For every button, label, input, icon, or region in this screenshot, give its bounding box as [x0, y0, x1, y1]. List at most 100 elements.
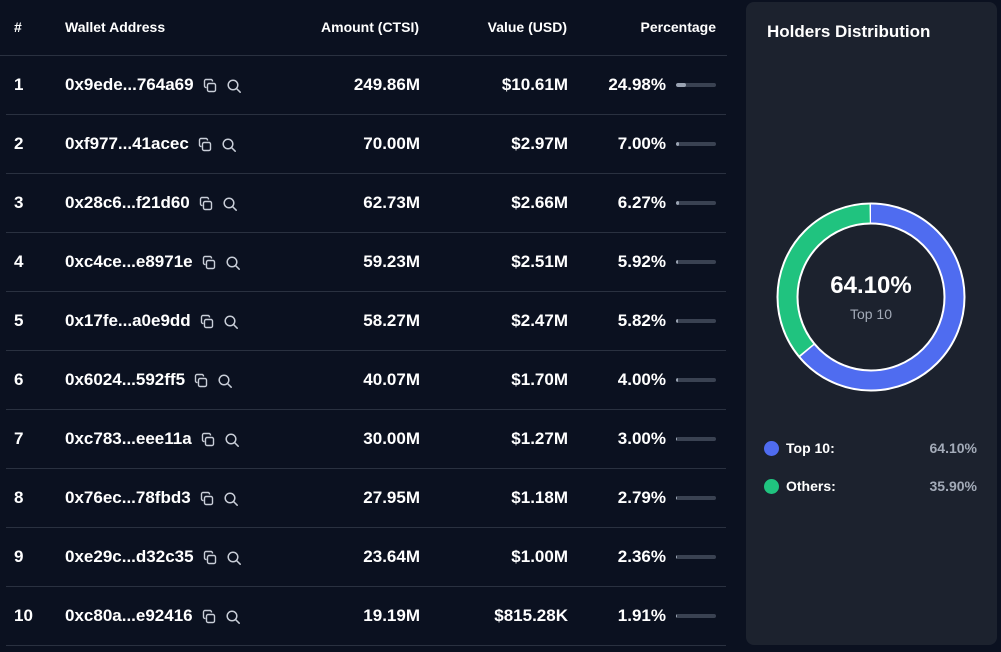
legend-value-others: 35.90% — [929, 478, 977, 494]
rank-cell: 9 — [14, 547, 24, 566]
table-row[interactable]: 9 0xe29c...d32c35 23.64M $1.00M 2.36% — [6, 528, 726, 587]
table-row[interactable]: 7 0xc783...eee11a 30.00M $1.27M 3.00% — [6, 410, 726, 469]
others-legend-dot — [764, 479, 779, 494]
copy-icon[interactable] — [198, 196, 214, 212]
percentage-cell: 4.00% — [617, 370, 666, 389]
percentage-cell: 3.00% — [617, 429, 666, 448]
wallet-address-link[interactable]: 0xc783...eee11a — [65, 429, 192, 448]
search-icon[interactable] — [223, 314, 239, 330]
wallet-address-cell: 0xf977...41acec — [65, 115, 237, 173]
value-cell: $1.27M — [511, 429, 568, 448]
search-icon[interactable] — [226, 550, 242, 566]
panel-title: Holders Distribution — [767, 22, 931, 41]
value-cell: $2.66M — [511, 193, 568, 212]
wallet-address-link[interactable]: 0x76ec...78fbd3 — [65, 488, 191, 507]
amount-cell: 27.95M — [363, 488, 420, 507]
copy-icon[interactable] — [200, 432, 216, 448]
donut-segment-others[interactable] — [778, 204, 964, 390]
table-row[interactable]: 6 0x6024...592ff5 40.07M $1.70M 4.00% — [6, 351, 726, 410]
holders-table: # Wallet Address Amount (CTSI) Value (US… — [0, 19, 727, 646]
search-icon[interactable] — [226, 78, 242, 94]
wallet-address-cell: 0xe29c...d32c35 — [65, 528, 242, 586]
legend-item-others: Others: 35.90% — [764, 476, 977, 498]
table-row[interactable]: 5 0x17fe...a0e9dd 58.27M $2.47M 5.82% — [6, 292, 726, 351]
wallet-address-cell: 0x9ede...764a69 — [65, 56, 242, 114]
table-row[interactable]: 8 0x76ec...78fbd3 27.95M $1.18M 2.79% — [6, 469, 726, 528]
donut-center-label: Top 10 — [849, 306, 893, 322]
value-cell: $1.18M — [511, 488, 568, 507]
wallet-address-cell: 0x6024...592ff5 — [65, 351, 233, 409]
search-icon[interactable] — [223, 491, 239, 507]
copy-icon[interactable] — [202, 78, 218, 94]
rank-cell: 5 — [14, 311, 24, 330]
value-cell: $2.51M — [511, 252, 568, 271]
table-row[interactable]: 10 0xc80a...e92416 19.19M $815.28K 1.91% — [6, 587, 726, 646]
percentage-bar — [676, 614, 716, 618]
search-icon[interactable] — [221, 137, 237, 153]
percentage-bar-fill — [676, 201, 679, 205]
rank-cell: 6 — [14, 370, 24, 389]
top10-legend-dot — [764, 441, 779, 456]
search-icon[interactable] — [217, 373, 233, 389]
amount-cell: 70.00M — [363, 134, 420, 153]
wallet-address-link[interactable]: 0xe29c...d32c35 — [65, 547, 194, 566]
copy-icon[interactable] — [199, 491, 215, 507]
copy-icon[interactable] — [201, 255, 217, 271]
donut-segment-top10[interactable] — [778, 204, 964, 390]
rank-cell: 2 — [14, 134, 24, 153]
percentage-bar — [676, 201, 716, 205]
table-row[interactable]: 2 0xf977...41acec 70.00M $2.97M 7.00% — [6, 115, 726, 174]
wallet-address-cell: 0x17fe...a0e9dd — [65, 292, 239, 350]
table-row[interactable]: 1 0x9ede...764a69 249.86M $10.61M 24.98% — [6, 56, 726, 115]
wallet-address-link[interactable]: 0x6024...592ff5 — [65, 370, 186, 389]
percentage-bar-fill — [676, 319, 679, 323]
wallet-address-link[interactable]: 0xc4ce...e8971e — [65, 252, 193, 271]
search-icon[interactable] — [224, 432, 240, 448]
percentage-cell: 2.79% — [617, 488, 666, 507]
percentage-bar-fill — [676, 614, 677, 618]
percentage-cell: 1.91% — [617, 606, 666, 625]
copy-icon[interactable] — [202, 550, 218, 566]
legend-value-top10: 64.10% — [929, 440, 977, 456]
wallet-address-link[interactable]: 0x9ede...764a69 — [65, 75, 194, 94]
wallet-address-cell: 0x28c6...f21d60 — [65, 174, 238, 232]
amount-cell: 23.64M — [363, 547, 420, 566]
wallet-address-cell: 0xc80a...e92416 — [65, 587, 241, 645]
copy-icon[interactable] — [193, 373, 209, 389]
percentage-cell: 5.92% — [617, 252, 666, 271]
percentage-bar — [676, 437, 716, 441]
search-icon[interactable] — [222, 196, 238, 212]
percentage-bar-fill — [676, 260, 679, 264]
amount-cell: 19.19M — [363, 606, 420, 625]
table-row[interactable]: 3 0x28c6...f21d60 62.73M $2.66M 6.27% — [6, 174, 726, 233]
donut-center: 64.10% Top 10 — [776, 202, 966, 392]
rank-cell: 7 — [14, 429, 24, 448]
wallet-address-link[interactable]: 0xf977...41acec — [65, 134, 189, 153]
percentage-cell: 24.98% — [608, 75, 666, 94]
wallet-address-cell: 0x76ec...78fbd3 — [65, 469, 239, 527]
percentage-bar-fill — [676, 437, 678, 441]
header-amount: Amount (CTSI) — [321, 19, 419, 35]
copy-icon[interactable] — [199, 314, 215, 330]
table-row[interactable]: 4 0xc4ce...e8971e 59.23M $2.51M 5.92% — [6, 233, 726, 292]
rank-cell: 4 — [14, 252, 24, 271]
wallet-address-cell: 0xc783...eee11a — [65, 410, 240, 468]
search-icon[interactable] — [225, 609, 241, 625]
header-wallet-address: Wallet Address — [65, 19, 166, 35]
percentage-bar-fill — [676, 496, 678, 500]
distribution-donut-chart — [776, 202, 966, 392]
value-cell: $2.97M — [511, 134, 568, 153]
copy-icon[interactable] — [197, 137, 213, 153]
donut-center-value: 64.10% — [830, 272, 912, 299]
rank-cell: 8 — [14, 488, 24, 507]
percentage-cell: 5.82% — [617, 311, 666, 330]
wallet-address-link[interactable]: 0x28c6...f21d60 — [65, 193, 190, 212]
rank-cell: 10 — [14, 606, 33, 625]
wallet-address-link[interactable]: 0x17fe...a0e9dd — [65, 311, 191, 330]
percentage-cell: 6.27% — [617, 193, 666, 212]
search-icon[interactable] — [225, 255, 241, 271]
legend-label-others: Others: — [786, 478, 836, 494]
percentage-bar — [676, 83, 716, 87]
wallet-address-link[interactable]: 0xc80a...e92416 — [65, 606, 193, 625]
copy-icon[interactable] — [201, 609, 217, 625]
